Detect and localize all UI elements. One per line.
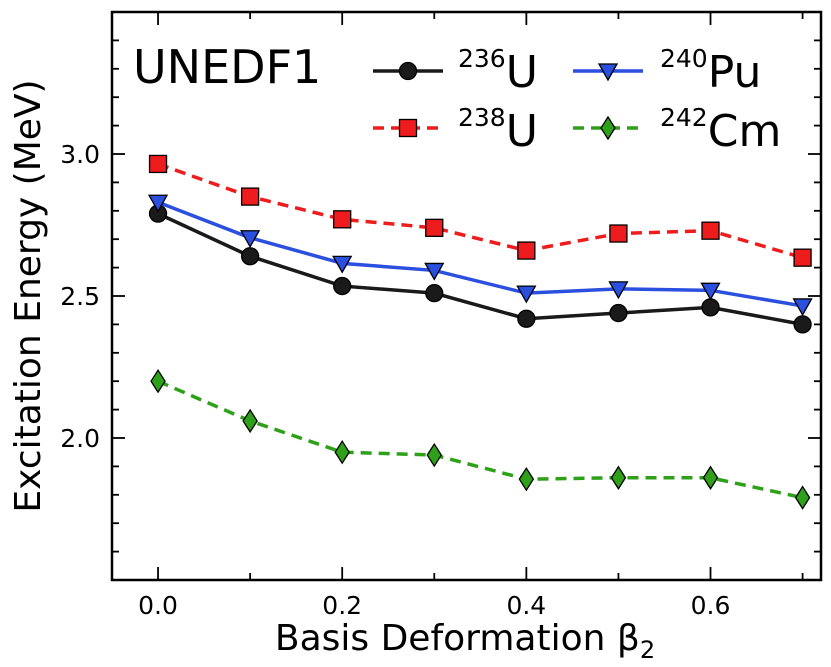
series-236U <box>148 204 812 334</box>
legend-marker <box>398 61 418 81</box>
x-tick-label: 0.0 <box>138 591 178 620</box>
tick-labels: 0.0 0.2 0.4 0.6 2.0 2.5 3.0 <box>60 140 730 620</box>
series-line-242Cm <box>157 379 803 500</box>
legend-marker <box>600 115 616 141</box>
data-point-242Cm <box>794 485 811 510</box>
data-point-242Cm <box>702 465 719 490</box>
data-point-238U <box>793 248 812 267</box>
legend-mass-number: 236 <box>458 44 506 73</box>
data-point-238U <box>333 210 352 229</box>
legend-mass-number: 242 <box>660 103 708 132</box>
data-point-240Pu <box>516 285 537 304</box>
legend-entry-236U: 236U <box>373 44 538 98</box>
data-point-240Pu <box>700 282 721 301</box>
legend-element: U <box>506 47 538 98</box>
data-point-240Pu <box>147 194 169 213</box>
data-point-238U <box>701 221 720 240</box>
data-point-238U <box>609 224 628 243</box>
data-point-242Cm <box>334 439 350 465</box>
y-tick-label: 2.0 <box>60 424 100 453</box>
x-tick-label: 0.6 <box>691 591 731 620</box>
data-point-236U <box>517 309 536 328</box>
series-238U <box>148 154 812 267</box>
data-point-242Cm <box>426 442 443 468</box>
legend-marker <box>597 63 619 82</box>
data-point-240Pu <box>424 262 445 281</box>
x-tick-label: 0.4 <box>506 591 546 620</box>
data-point-236U <box>425 284 444 303</box>
x-axis-label-text: Basis Deformation β <box>275 618 640 659</box>
legend-label: 236U <box>458 44 538 98</box>
y-tick-label: 3.0 <box>60 140 100 169</box>
data-point-240Pu <box>240 230 261 249</box>
y-tick-label: 2.5 <box>60 282 100 311</box>
legend-label: 240Pu <box>660 44 761 98</box>
legend-label: 242Cm <box>660 103 781 157</box>
x-axis-label: Basis Deformation β2 <box>275 618 655 664</box>
data-point-240Pu <box>608 281 629 300</box>
data-point-240Pu <box>792 298 813 317</box>
series-242Cm <box>150 368 811 510</box>
series-line-238U <box>157 162 804 260</box>
legend-marker <box>398 118 418 138</box>
x-axis-label-subscript: 2 <box>640 636 655 664</box>
series-line-236U <box>157 212 803 327</box>
series-line-240Pu <box>157 200 803 308</box>
data-point-242Cm <box>242 408 258 434</box>
data-point-236U <box>793 315 812 334</box>
data-point-236U <box>240 247 260 266</box>
data-point-242Cm <box>518 466 535 492</box>
annotation-label: UNEDF1 <box>133 40 321 94</box>
legend-element: Pu <box>708 47 762 98</box>
data-point-238U <box>517 241 536 260</box>
data-point-236U <box>701 298 720 317</box>
data-point-236U <box>609 303 628 323</box>
legend-entry-240Pu: 240Pu <box>573 44 761 98</box>
legend-element: U <box>506 106 538 157</box>
data-point-242Cm <box>150 368 166 394</box>
x-tick-label: 0.2 <box>322 591 362 620</box>
plot-frame <box>110 10 823 582</box>
data-point-238U <box>148 154 168 174</box>
legend-mass-number: 240 <box>660 44 708 73</box>
data-point-238U <box>240 187 260 206</box>
y-axis-label: Excitation Energy (MeV) <box>8 79 49 512</box>
data-point-240Pu <box>332 255 353 274</box>
data-point-242Cm <box>610 465 627 490</box>
legend-entry-242Cm: 242Cm <box>573 103 781 157</box>
series-240Pu <box>147 194 813 317</box>
data-point-236U <box>333 276 352 296</box>
series-layer <box>147 154 813 510</box>
data-point-238U <box>425 218 444 237</box>
legend-element: Cm <box>708 106 782 157</box>
legend-mass-number: 238 <box>458 103 506 132</box>
legend-label: 238U <box>458 103 538 157</box>
legend-entry-238U: 238U <box>373 103 538 157</box>
